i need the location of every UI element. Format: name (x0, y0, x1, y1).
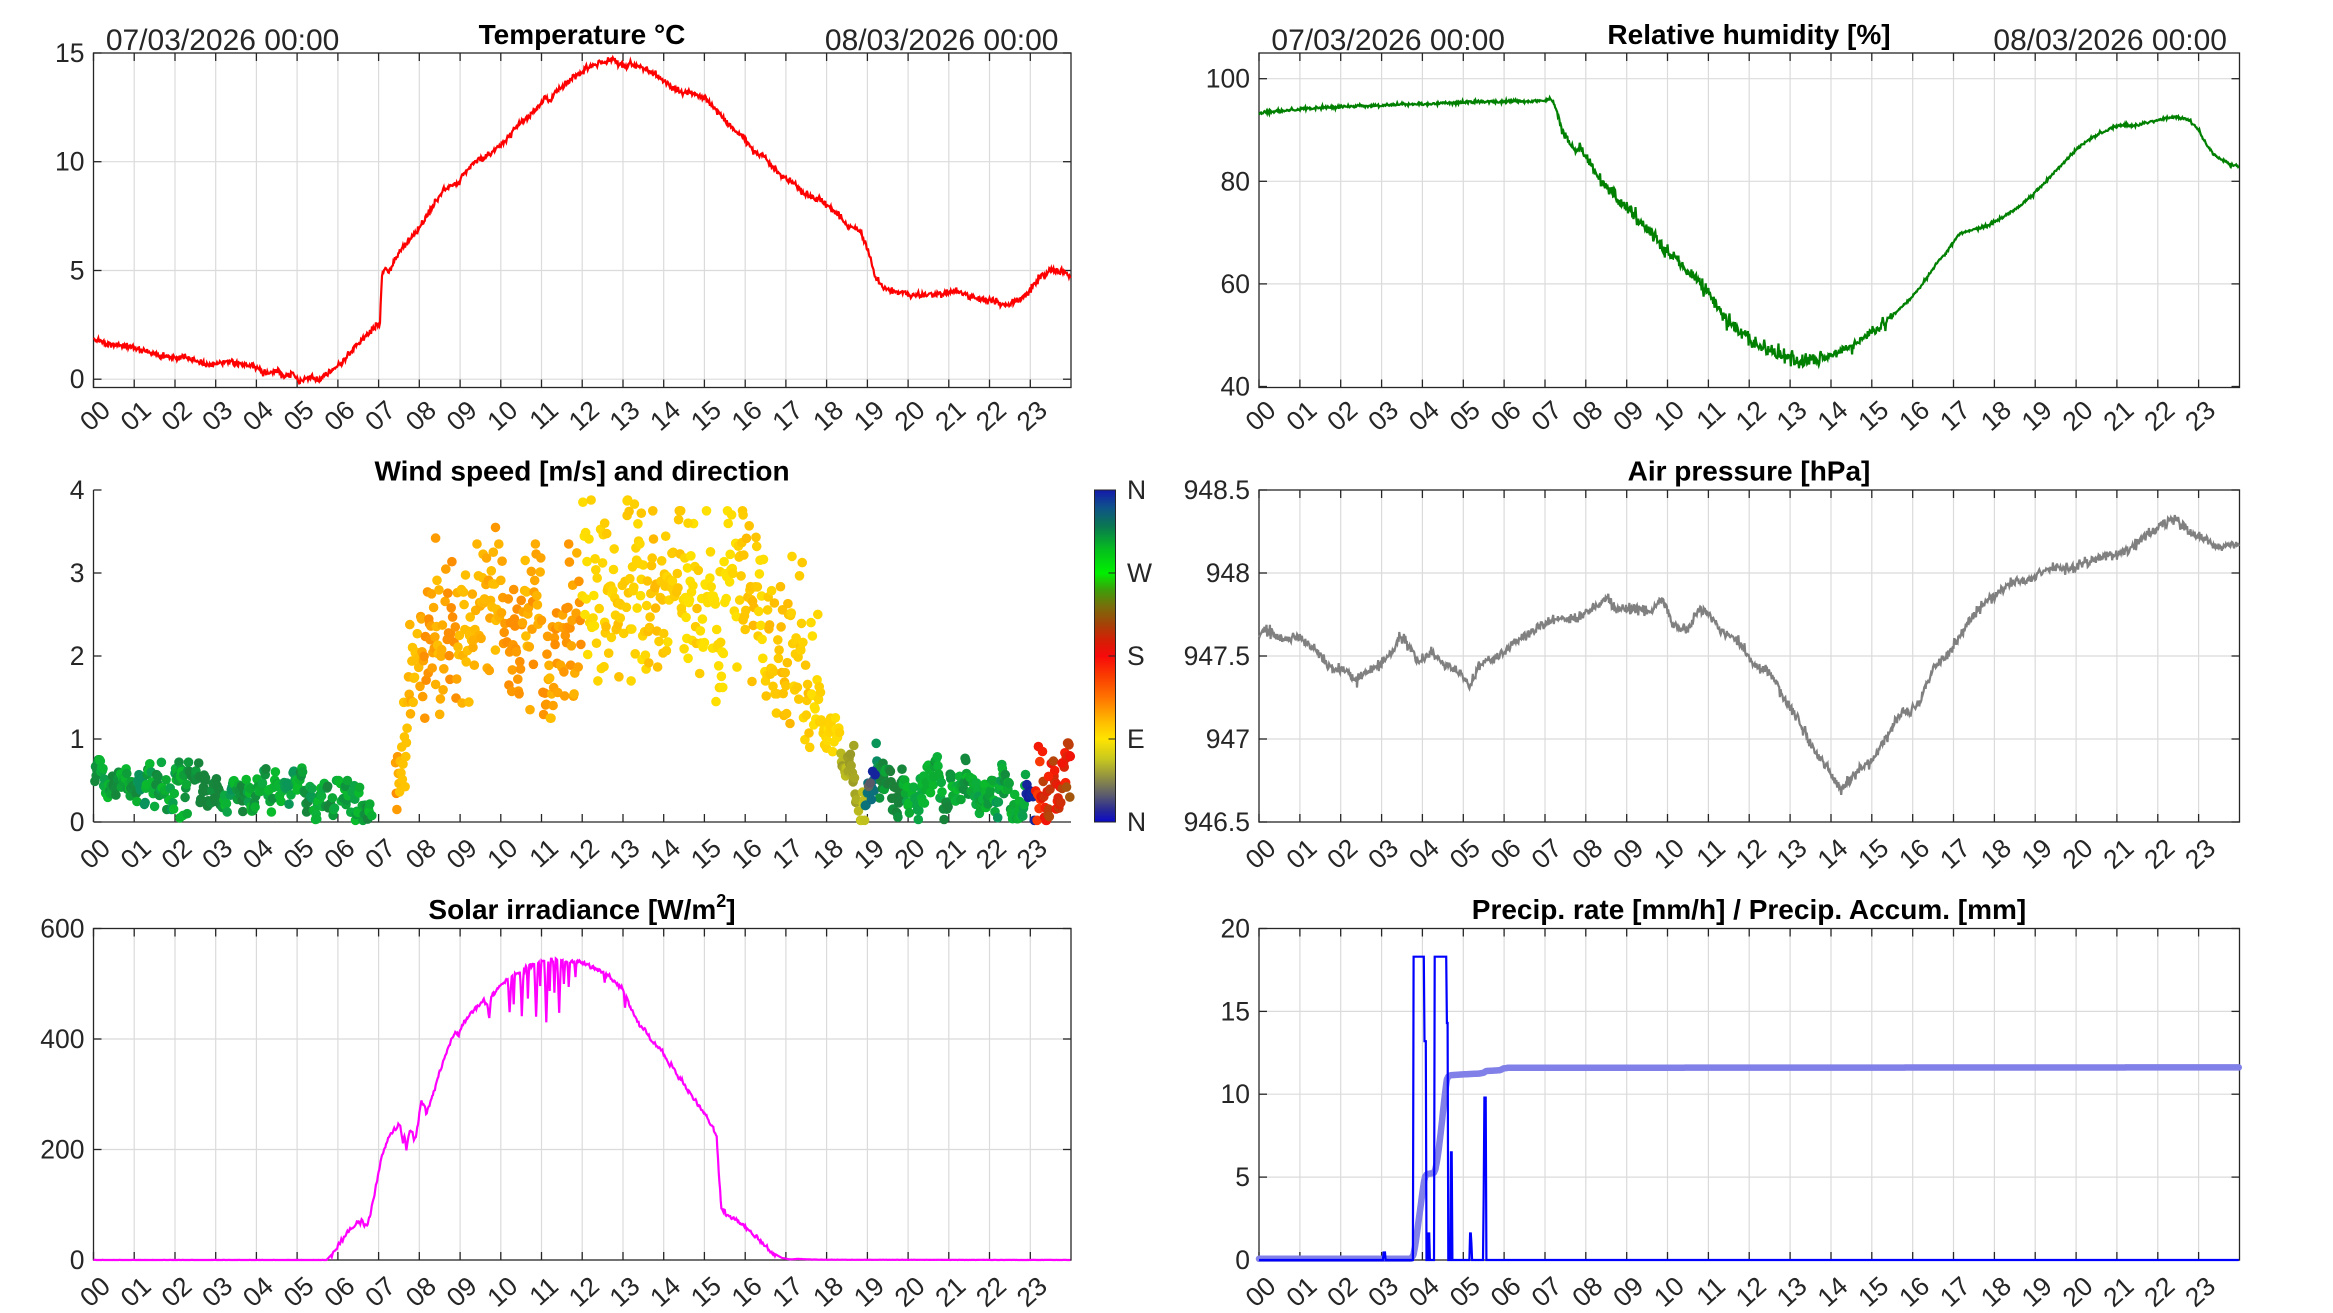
svg-text:N: N (1127, 807, 1146, 837)
svg-text:Air pressure [hPa]: Air pressure [hPa] (1628, 456, 1871, 487)
svg-text:4: 4 (70, 475, 85, 505)
svg-text:60: 60 (1221, 269, 1250, 299)
svg-text:15: 15 (1221, 996, 1250, 1026)
svg-text:948: 948 (1206, 558, 1250, 588)
svg-text:0: 0 (70, 1245, 85, 1275)
svg-text:10: 10 (55, 147, 84, 177)
svg-text:08/03/2026 00:00: 08/03/2026 00:00 (825, 24, 1059, 57)
svg-text:07/03/2026 00:00: 07/03/2026 00:00 (106, 24, 340, 57)
svg-text:20: 20 (1221, 914, 1250, 944)
svg-text:N: N (1127, 475, 1146, 505)
svg-text:40: 40 (1221, 372, 1250, 402)
svg-text:100: 100 (1206, 64, 1250, 94)
svg-text:946.5: 946.5 (1184, 807, 1250, 837)
svg-text:5: 5 (1235, 1162, 1250, 1192)
svg-text:1: 1 (70, 724, 85, 754)
svg-text:0: 0 (70, 364, 85, 394)
svg-text:Wind speed [m/s] and direction: Wind speed [m/s] and direction (374, 456, 789, 487)
svg-text:0: 0 (70, 807, 85, 837)
svg-text:3: 3 (70, 558, 85, 588)
svg-text:200: 200 (40, 1135, 84, 1165)
svg-text:10: 10 (1221, 1079, 1250, 1109)
svg-text:Precip. rate [mm/h] / Precip.: Precip. rate [mm/h] / Precip. Accum. [mm… (1472, 894, 2026, 925)
svg-text:947: 947 (1206, 724, 1250, 754)
svg-text:08/03/2026 00:00: 08/03/2026 00:00 (1993, 24, 2227, 57)
svg-text:600: 600 (40, 914, 84, 944)
svg-text:Solar irradiance [W/m2]: Solar irradiance [W/m2] (428, 891, 735, 925)
svg-text:W: W (1127, 558, 1152, 588)
svg-text:S: S (1127, 641, 1145, 671)
svg-text:948.5: 948.5 (1184, 475, 1250, 505)
svg-text:Relative humidity [%]: Relative humidity [%] (1607, 19, 1890, 50)
svg-text:5: 5 (70, 256, 85, 286)
svg-text:2: 2 (70, 641, 85, 671)
svg-text:0: 0 (1235, 1245, 1250, 1275)
svg-text:07/03/2026 00:00: 07/03/2026 00:00 (1271, 24, 1505, 57)
svg-text:E: E (1127, 724, 1145, 754)
svg-text:Temperature °C: Temperature °C (479, 19, 686, 50)
svg-text:400: 400 (40, 1024, 84, 1054)
svg-text:947.5: 947.5 (1184, 641, 1250, 671)
svg-text:80: 80 (1221, 166, 1250, 196)
svg-text:15: 15 (55, 38, 84, 68)
